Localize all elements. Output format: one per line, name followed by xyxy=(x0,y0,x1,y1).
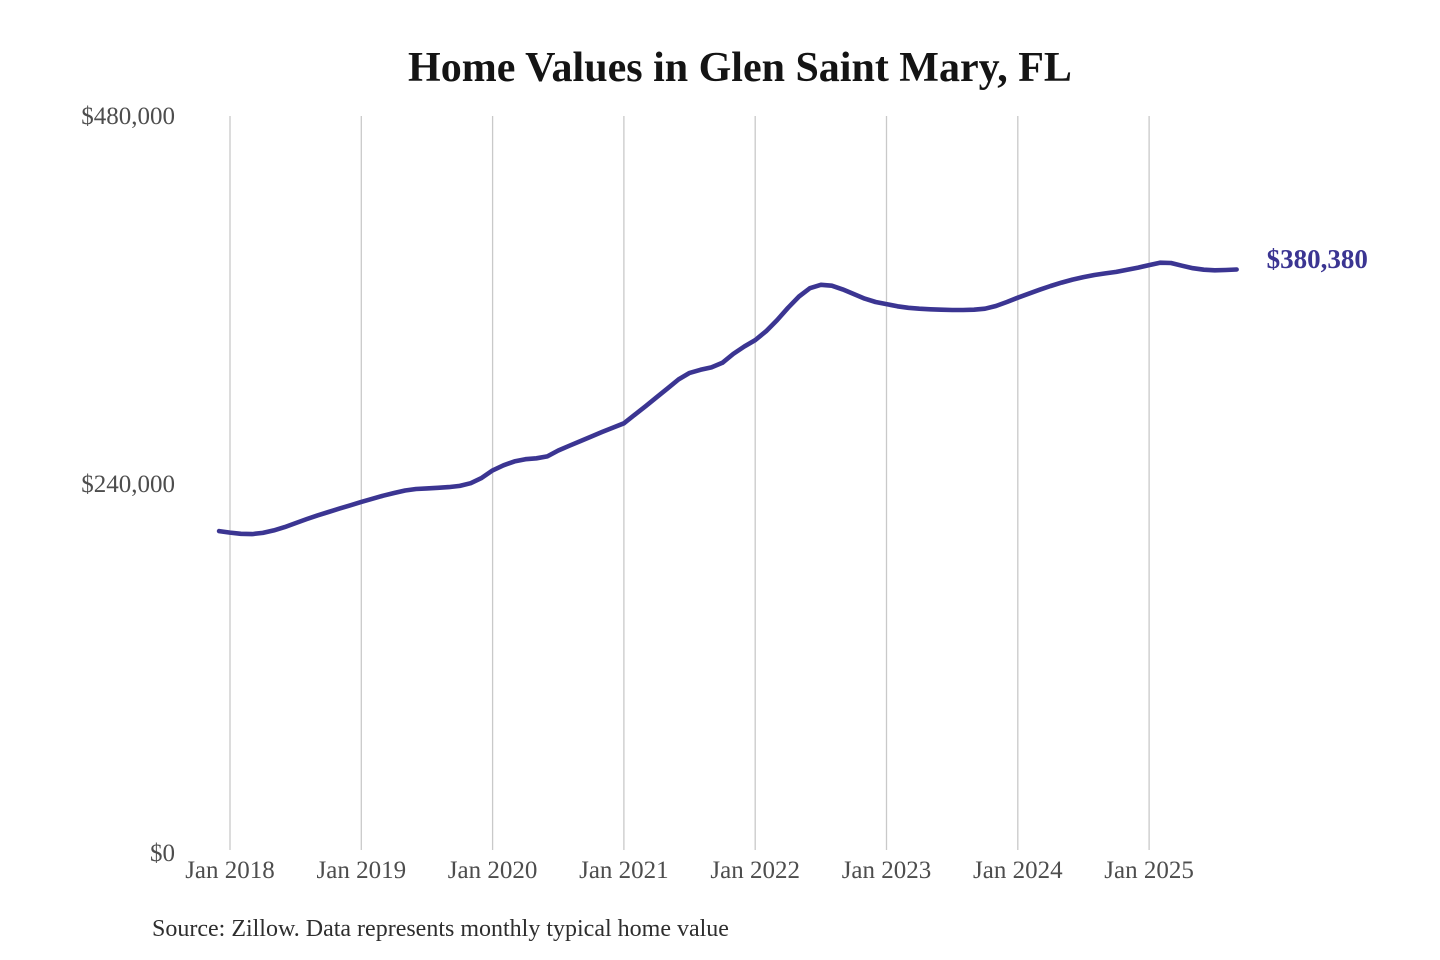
x-tick-label: Jan 2019 xyxy=(316,857,407,884)
y-tick-label: $240,000 xyxy=(81,471,175,498)
x-tick-label: Jan 2023 xyxy=(841,857,932,884)
x-tick-label: Jan 2020 xyxy=(447,857,538,884)
x-tick-label: Jan 2024 xyxy=(973,857,1063,884)
y-tick-label: $0 xyxy=(150,839,175,867)
gridlines xyxy=(229,116,1150,850)
current-value-label: $380,380 xyxy=(1266,244,1368,275)
x-tick-label: Jan 2021 xyxy=(579,857,669,884)
y-tick-label: $480,000 xyxy=(81,102,175,130)
x-tick-label: Jan 2025 xyxy=(1104,857,1194,884)
x-tick-label: Jan 2022 xyxy=(710,857,800,884)
x-tick-label: Jan 2018 xyxy=(185,857,275,884)
source-note: Source: Zillow. Data represents monthly … xyxy=(152,916,729,942)
value-line xyxy=(216,260,1239,537)
chart-title: Home Values in Glen Saint Mary, FL xyxy=(408,45,1072,91)
